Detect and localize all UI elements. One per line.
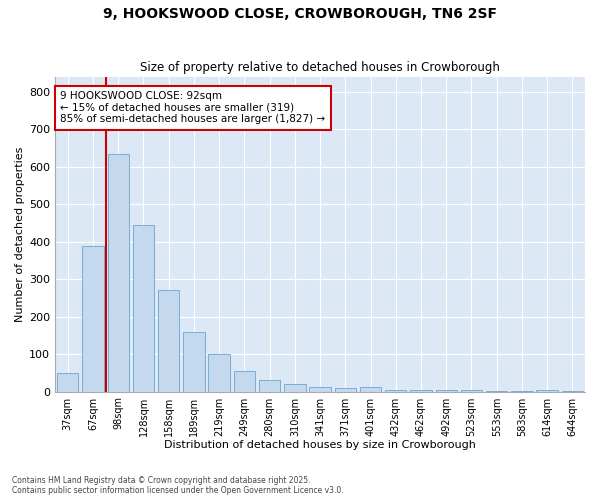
Bar [208,354,230,392]
Bar [536,390,558,392]
Text: Contains HM Land Registry data © Crown copyright and database right 2025.
Contai: Contains HM Land Registry data © Crown c… [12,476,344,495]
Bar [183,332,205,392]
Bar [461,390,482,392]
Text: 9, HOOKSWOOD CLOSE, CROWBOROUGH, TN6 2SF: 9, HOOKSWOOD CLOSE, CROWBOROUGH, TN6 2SF [103,8,497,22]
X-axis label: Distribution of detached houses by size in Crowborough: Distribution of detached houses by size … [164,440,476,450]
Bar [158,290,179,392]
Text: 9 HOOKSWOOD CLOSE: 92sqm
← 15% of detached houses are smaller (319)
85% of semi-: 9 HOOKSWOOD CLOSE: 92sqm ← 15% of detach… [61,91,326,124]
Bar [57,373,79,392]
Bar [436,390,457,392]
Bar [82,246,104,392]
Bar [410,390,432,392]
Bar [360,387,381,392]
Bar [284,384,305,392]
Bar [335,388,356,392]
Y-axis label: Number of detached properties: Number of detached properties [15,146,25,322]
Bar [385,390,406,392]
Title: Size of property relative to detached houses in Crowborough: Size of property relative to detached ho… [140,62,500,74]
Bar [233,371,255,392]
Bar [133,225,154,392]
Bar [310,387,331,392]
Bar [107,154,129,392]
Bar [486,391,508,392]
Bar [259,380,280,392]
